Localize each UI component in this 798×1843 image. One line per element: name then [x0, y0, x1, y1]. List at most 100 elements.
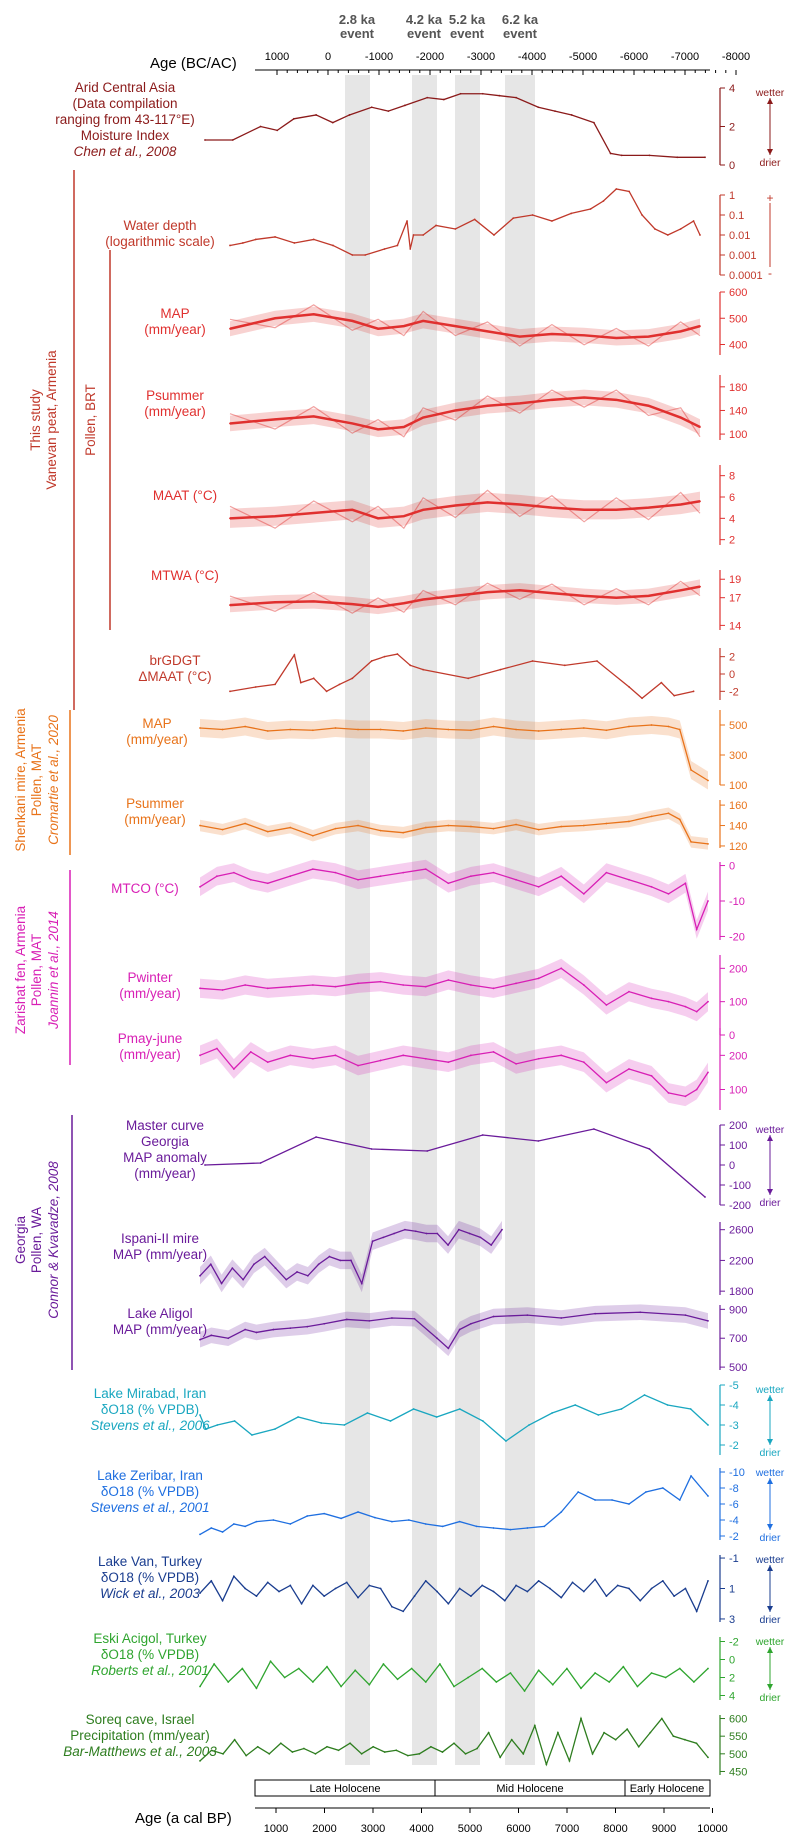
- data-point: [244, 1587, 247, 1590]
- data-point: [679, 330, 682, 333]
- data-point: [289, 826, 292, 829]
- data-point: [254, 238, 257, 241]
- bottom-tick-label: 4000: [409, 1823, 433, 1835]
- data-point: [637, 1745, 640, 1748]
- y-tick-label: 2: [729, 1673, 735, 1685]
- series-label: Lake Aligol: [127, 1306, 192, 1321]
- data-point: [413, 1317, 416, 1320]
- data-point: [447, 1602, 450, 1605]
- data-point: [537, 730, 540, 732]
- data-point: [279, 1742, 282, 1745]
- data-point: [311, 984, 314, 986]
- drier-label: drier: [759, 157, 781, 169]
- data-point: [326, 1665, 328, 1668]
- series-label: Psummer: [126, 796, 184, 811]
- y-tick-label: -6: [729, 1499, 739, 1511]
- data-point: [221, 728, 224, 731]
- data-point: [315, 1136, 318, 1138]
- data-point: [628, 990, 630, 993]
- data-point: [272, 1328, 275, 1331]
- data-point: [374, 1516, 376, 1519]
- data-point: [343, 1424, 346, 1426]
- panel-maat_brt: 8 6 4 2 MAAT (°C): [153, 465, 735, 547]
- series-label: Psummer: [146, 388, 204, 403]
- y-tick-label: 500: [729, 1362, 747, 1374]
- panel-waterdepth: 1 0.1 0.01 0.001 0.0001 Water depth(logarithm…: [105, 188, 774, 282]
- data-point: [453, 1742, 455, 1745]
- data-point: [441, 1751, 444, 1753]
- data-point: [402, 515, 405, 518]
- data-point: [704, 1196, 706, 1198]
- y-tick-label: 160: [729, 800, 747, 812]
- data-point: [554, 110, 556, 112]
- data-point: [481, 1584, 484, 1587]
- bottom-age-axis: Late Holocene Mid Holocene Early Holocen…: [135, 1779, 728, 1835]
- data-point: [583, 594, 586, 597]
- data-point: [199, 1054, 201, 1057]
- data-point: [402, 730, 405, 732]
- data-point: [357, 878, 359, 881]
- data-point: [232, 1523, 235, 1525]
- series-label: δO18 (% VPDB): [101, 1570, 199, 1585]
- data-point: [684, 1314, 687, 1317]
- period-early-holocene: Early Holocene: [630, 1783, 705, 1795]
- data-point: [254, 686, 257, 688]
- data-point: [476, 1747, 478, 1750]
- bottom-tick-label: 5000: [458, 1823, 482, 1835]
- data-point: [306, 1274, 309, 1277]
- data-point: [615, 188, 618, 190]
- event-band-1: [412, 75, 437, 1765]
- data-point: [402, 984, 405, 986]
- data-point: [684, 1005, 687, 1008]
- series-reference: Stevens et al., 2006: [90, 1418, 210, 1433]
- data-point: [636, 1685, 639, 1688]
- data-point: [454, 504, 457, 507]
- data-point: [498, 94, 501, 97]
- data-point: [424, 727, 427, 729]
- data-point: [522, 1752, 525, 1755]
- data-point: [413, 1595, 416, 1598]
- y-tick-label: 200: [729, 963, 747, 975]
- data-point: [551, 506, 553, 509]
- series-line-master: [204, 1128, 706, 1198]
- data-point: [692, 1681, 695, 1683]
- data-point: [551, 220, 553, 222]
- data-point: [249, 878, 252, 881]
- event-label-top: 6.2 ka: [502, 12, 539, 27]
- data-point: [490, 1244, 493, 1246]
- data-point: [424, 1523, 427, 1525]
- y-tick-label: 0.0001: [729, 270, 763, 282]
- data-point: [667, 1092, 670, 1094]
- data-point: [266, 882, 269, 885]
- data-point: [475, 1525, 478, 1528]
- data-point: [615, 596, 618, 599]
- data-point: [481, 92, 484, 95]
- data-point: [210, 1749, 213, 1752]
- data-point: [222, 1752, 224, 1755]
- series-reference: Stevens et al., 2001: [90, 1500, 209, 1515]
- series-line-mtco: [199, 868, 709, 932]
- series-line-psummer_brt: [229, 396, 701, 431]
- data-point: [402, 871, 405, 874]
- data-point: [244, 1328, 247, 1331]
- data-point: [379, 1587, 382, 1590]
- data-point: [269, 1660, 272, 1663]
- data-point: [274, 236, 276, 238]
- data-point: [645, 1491, 647, 1493]
- data-point: [447, 1347, 450, 1350]
- data-point: [537, 828, 540, 831]
- data-point: [418, 1752, 421, 1755]
- panel-psummer_brt: 180 140 100 Psummer(mm/year): [144, 375, 747, 441]
- raw-series-psummer_brt: [229, 389, 701, 438]
- data-point: [707, 1579, 709, 1582]
- data-point: [442, 98, 445, 101]
- data-point: [289, 1584, 292, 1587]
- data-point: [199, 1685, 201, 1688]
- data-point: [615, 337, 618, 339]
- brt-label: Pollen, BRT: [83, 384, 98, 456]
- data-point: [276, 129, 279, 132]
- data-point: [470, 1054, 472, 1057]
- data-point: [628, 1068, 630, 1070]
- data-point: [377, 606, 379, 608]
- data-point: [199, 1592, 201, 1594]
